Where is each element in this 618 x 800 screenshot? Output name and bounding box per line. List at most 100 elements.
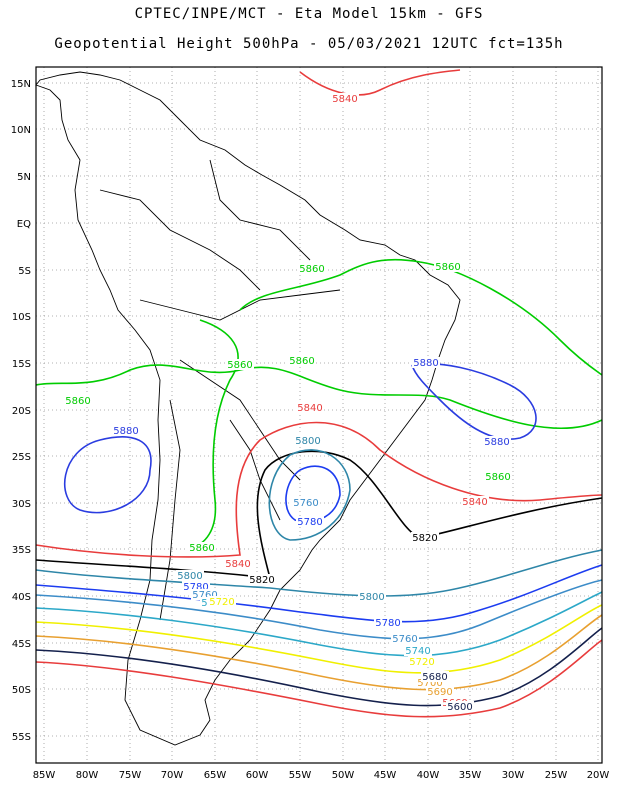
lat-tick-label: 40S bbox=[12, 592, 31, 603]
contour-label: 5780 bbox=[297, 517, 322, 528]
contour-label: 5860 bbox=[299, 264, 324, 275]
lat-tick-label: 10N bbox=[11, 125, 31, 136]
lon-tick-label: 70W bbox=[161, 770, 184, 781]
contour-label-bg bbox=[416, 677, 444, 688]
lat-tick-label: 30S bbox=[12, 499, 31, 510]
lon-tick-label: 30W bbox=[502, 770, 525, 781]
lat-tick-label: 35S bbox=[12, 545, 31, 556]
contour-5700 bbox=[35, 614, 603, 691]
contour-5800 bbox=[35, 449, 603, 597]
contour-5680 bbox=[35, 627, 603, 707]
contour-label: 5690 bbox=[427, 687, 452, 698]
contour-label-bg bbox=[421, 671, 449, 682]
contour-label-bg bbox=[374, 617, 402, 628]
contour-label-bg bbox=[182, 581, 210, 592]
height-contours bbox=[35, 69, 603, 718]
lon-tick-label: 20W bbox=[587, 770, 610, 781]
contour-label: 5840 bbox=[332, 94, 357, 105]
contour-label-bg bbox=[248, 574, 276, 585]
lon-tick-label: 55W bbox=[289, 770, 312, 781]
contour-label-bg bbox=[288, 355, 316, 366]
lat-tick-label: 25S bbox=[12, 452, 31, 463]
lon-tick-label: 40W bbox=[417, 770, 440, 781]
lat-tick-label: 5S bbox=[18, 266, 31, 277]
south-america-coastline bbox=[35, 71, 461, 746]
contour-5760 bbox=[35, 579, 603, 640]
contour-5840-north bbox=[299, 69, 461, 96]
contour-label-bg bbox=[404, 645, 432, 656]
contour-label-bg bbox=[176, 570, 204, 581]
contour-label: 5680 bbox=[422, 672, 447, 683]
contour-label-bg bbox=[208, 596, 236, 607]
lat-tick-label: 5N bbox=[17, 172, 31, 183]
contour-label: 5780 bbox=[183, 582, 208, 593]
contour-5840-south bbox=[35, 421, 603, 558]
contour-label-bg bbox=[296, 516, 324, 527]
lat-tick-label: EQ bbox=[17, 219, 31, 230]
chart-subtitle: Geopotential Height 500hPa - 05/03/2021 … bbox=[54, 36, 564, 52]
contour-label: 5880 bbox=[413, 358, 438, 369]
contour-labels: 5840 5860 5860 5860 5860 5860 5860 5860 5880 5880… bbox=[64, 93, 512, 713]
contour-label: 5800 bbox=[177, 571, 202, 582]
lat-tick-label: 45S bbox=[12, 639, 31, 650]
lon-tick-label: 45W bbox=[374, 770, 397, 781]
contour-5660 bbox=[35, 639, 603, 718]
contour-label: 5740 bbox=[405, 646, 430, 657]
contour-label-bg bbox=[461, 496, 489, 507]
contour-label-bg bbox=[64, 395, 92, 406]
lon-tick-label: 25W bbox=[545, 770, 568, 781]
lon-tick-label: 60W bbox=[246, 770, 269, 781]
contour-label: 5820 bbox=[412, 533, 437, 544]
contour-5820 bbox=[35, 450, 603, 579]
contour-label: 5760 bbox=[392, 634, 417, 645]
contour-label: 5800 bbox=[359, 592, 384, 603]
contour-label-bg bbox=[298, 263, 326, 274]
latitude-axis: 15N 10N 5N EQ 5S 10S 15S 20S 25S 30S 35S 40S 45S 50S 5… bbox=[11, 79, 31, 743]
contour-label: 5860 bbox=[189, 543, 214, 554]
lon-tick-label: 35W bbox=[459, 770, 482, 781]
contour-label: 5760 bbox=[192, 590, 217, 601]
contour-label-bg bbox=[483, 436, 511, 447]
contour-label-bg bbox=[292, 497, 320, 508]
contour-label-bg bbox=[294, 435, 322, 446]
contour-label: 5760 bbox=[293, 498, 318, 509]
longitude-axis: 85W 80W 75W 70W 65W 60W 55W 50W 45W 40W 35W 30W 25W 2… bbox=[33, 770, 610, 781]
contour-label: 5860 bbox=[289, 356, 314, 367]
lon-tick-label: 85W bbox=[33, 770, 56, 781]
contour-5860-north bbox=[239, 258, 603, 376]
contour-label: 5860 bbox=[227, 360, 252, 371]
contour-label-bg bbox=[412, 357, 440, 368]
contour-5880-east bbox=[411, 362, 537, 440]
lat-tick-label: 55S bbox=[12, 732, 31, 743]
contour-5860-west bbox=[189, 319, 239, 549]
country-borders bbox=[99, 159, 341, 621]
contour-label: 5860 bbox=[485, 472, 510, 483]
contour-label: 5840 bbox=[462, 497, 487, 508]
lat-tick-label: 15N bbox=[11, 79, 31, 90]
contour-label-bg bbox=[224, 558, 252, 569]
contour-label-bg bbox=[484, 471, 512, 482]
contour-label: 5800 bbox=[295, 436, 320, 447]
contour-label-bg bbox=[112, 425, 140, 436]
contour-label: 5600 bbox=[447, 702, 472, 713]
contour-5720 bbox=[35, 604, 603, 674]
contour-label: 5780 bbox=[375, 618, 400, 629]
contour-label-bg bbox=[358, 591, 386, 602]
contour-label: 5880 bbox=[113, 426, 138, 437]
contour-label-bg bbox=[391, 633, 419, 644]
contour-label: 5700 bbox=[417, 678, 442, 689]
lat-tick-label: 10S bbox=[12, 312, 31, 323]
lat-tick-label: 20S bbox=[12, 406, 31, 417]
lon-tick-label: 65W bbox=[204, 770, 227, 781]
contour-label: 5840 bbox=[225, 559, 250, 570]
contour-label-bg bbox=[411, 532, 439, 543]
contour-5860-center bbox=[35, 364, 603, 430]
lat-tick-label: 15S bbox=[12, 359, 31, 370]
contour-label-bg bbox=[226, 359, 254, 370]
contour-label-bg bbox=[426, 686, 454, 697]
contour-label-bg bbox=[331, 93, 359, 104]
contour-label-bg bbox=[188, 542, 216, 553]
contour-label: 5860 bbox=[435, 262, 460, 273]
map-frame bbox=[35, 66, 603, 764]
lat-tick-label: 50S bbox=[12, 685, 31, 696]
